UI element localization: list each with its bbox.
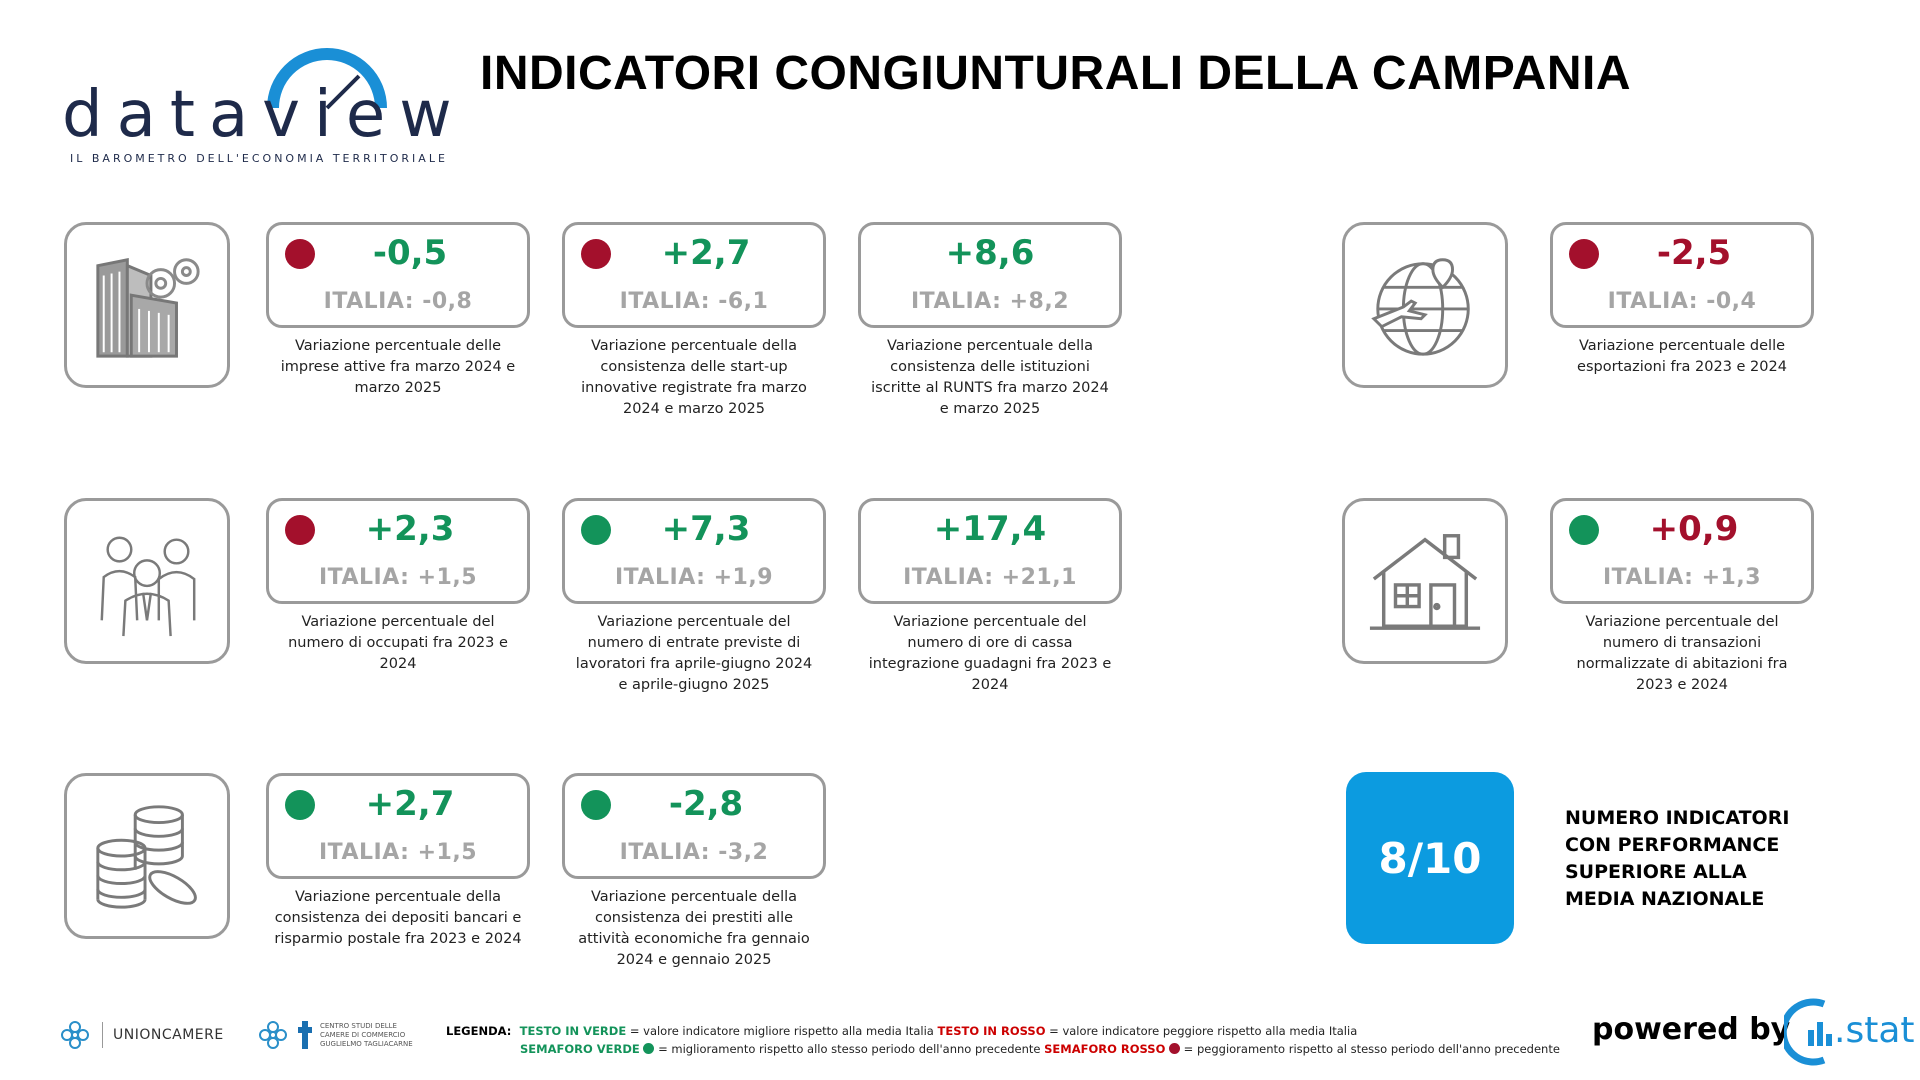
indicator-card-occupati: +2,3 ITALIA: +1,5 Variazione percentuale… [266, 498, 530, 675]
house-icon [1342, 498, 1508, 664]
legend-red-light: SEMAFORO ROSSO [1044, 1042, 1166, 1056]
legend: LEGENDA: TESTO IN VERDE = valore indicat… [446, 1022, 1576, 1058]
indicator-value: +7,3 [661, 509, 751, 549]
coins-stack-icon [64, 773, 230, 939]
legend-red-light-desc: = peggioramento rispetto al stesso perio… [1183, 1042, 1560, 1056]
indicator-card-imprese-attive: -0,5 ITALIA: -0,8 Variazione percentuale… [266, 222, 530, 399]
indicator-value: +8,6 [945, 233, 1035, 273]
cstat-c-icon [1779, 998, 1832, 1066]
score-label-line: CON PERFORMANCE [1565, 834, 1780, 856]
cstat-label: .stat [1834, 1010, 1915, 1051]
indicator-description: Variazione percentuale del numero di ent… [575, 614, 813, 693]
semaforo-red-dot [581, 239, 611, 269]
semaforo-green-dot [1569, 515, 1599, 545]
semaforo-green-dot [285, 790, 315, 820]
legend-green-light: SEMAFORO VERDE [520, 1042, 640, 1056]
indicator-card-entrate: +7,3 ITALIA: +1,9 Variazione percentuale… [562, 498, 826, 696]
indicator-value: -2,8 [668, 784, 744, 824]
buildings-gears-icon [64, 222, 230, 388]
indicator-card-runts: +8,6 ITALIA: +8,2 Variazione percentuale… [858, 222, 1122, 420]
gauge-arc-icon [267, 48, 387, 110]
page-title: INDICATORI CONGIUNTURALI DELLA CAMPANIA [480, 47, 1631, 100]
logo-tagline: IL BAROMETRO DELL'ECONOMIA TERRITORIALE [70, 152, 448, 165]
legend-head: LEGENDA: [446, 1024, 512, 1038]
globe-airplane-icon [1342, 222, 1508, 388]
indicator-value: +0,9 [1649, 509, 1739, 549]
indicator-card-transazioni: +0,9 ITALIA: +1,3 Variazione percentuale… [1550, 498, 1814, 696]
italia-value: ITALIA: +1,3 [1602, 565, 1761, 590]
indicator-value: +17,4 [933, 509, 1047, 549]
indicator-description: Variazione percentuale del numero di tra… [1576, 614, 1788, 693]
semaforo-red-dot [285, 515, 315, 545]
divider [102, 1022, 103, 1048]
indicator-description: Variazione percentuale della consistenza… [578, 889, 810, 968]
indicator-card-cassa-integrazione: +17,4 ITALIA: +21,1 Variazione percentua… [858, 498, 1122, 696]
legend-green-dot [643, 1043, 655, 1054]
indicator-value: -2,5 [1656, 233, 1732, 273]
italia-value: ITALIA: -0,4 [1607, 289, 1757, 314]
italia-value: ITALIA: +1,5 [318, 565, 477, 590]
logo-text: dataview [62, 78, 466, 152]
semaforo-green-dot [581, 790, 611, 820]
italia-value: ITALIA: -0,8 [323, 289, 473, 314]
tagliacarne-t-icon [298, 1021, 312, 1049]
indicator-description: Variazione percentuale delle esportazion… [1577, 338, 1787, 375]
unioncamere-flower-icon [259, 1021, 287, 1049]
cstat-logo: .stat [1779, 996, 1915, 1068]
indicator-card-prestiti: -2,8 ITALIA: -3,2 Variazione percentuale… [562, 773, 826, 971]
semaforo-red-dot [285, 239, 315, 269]
indicator-description: Variazione percentuale della consistenza… [274, 889, 522, 947]
semaforo-green-dot [581, 515, 611, 545]
indicator-description: Variazione percentuale della consistenza… [871, 338, 1109, 417]
legend-green-text-desc: = valore indicatore migliore rispetto al… [629, 1024, 934, 1038]
italia-value: ITALIA: +1,5 [318, 840, 477, 865]
indicator-card-esportazioni: -2,5 ITALIA: -0,4 Variazione percentuale… [1550, 222, 1814, 378]
people-group-icon [64, 498, 230, 664]
centro-studi-logo: CENTRO STUDI DELLE CAMERE DI COMMERCIO G… [256, 1018, 418, 1052]
italia-value: ITALIA: +1,9 [614, 565, 773, 590]
legend-red-text-desc: = valore indicatore peggiore rispetto al… [1049, 1024, 1358, 1038]
score-label-line: SUPERIORE ALLA [1565, 861, 1747, 883]
indicator-card-depositi: +2,7 ITALIA: +1,5 Variazione percentuale… [266, 773, 530, 950]
unioncamere-logo: UNIONCAMERE [58, 1018, 224, 1052]
italia-value: ITALIA: -6,1 [619, 289, 769, 314]
indicator-value: +2,3 [365, 509, 455, 549]
indicator-description: Variazione percentuale del numero di ore… [868, 614, 1112, 693]
italia-value: ITALIA: +8,2 [910, 289, 1069, 314]
italia-value: ITALIA: +21,1 [903, 565, 1077, 590]
semaforo-red-dot [1569, 239, 1599, 269]
indicator-value: +2,7 [661, 233, 751, 273]
score-label-line: MEDIA NAZIONALE [1565, 888, 1765, 910]
legend-red-text: TESTO IN ROSSO [937, 1024, 1046, 1038]
indicator-value: -0,5 [372, 233, 448, 273]
legend-green-light-desc: = miglioramento rispetto allo stesso per… [658, 1042, 1041, 1056]
indicator-description: Variazione percentuale del numero di occ… [288, 614, 508, 672]
legend-green-text: TESTO IN VERDE [519, 1024, 627, 1038]
powered-by-label: powered by [1592, 1012, 1791, 1047]
score-label: NUMERO INDICATORI CON PERFORMANCE SUPERI… [1565, 805, 1805, 913]
centro-studi-label: CENTRO STUDI DELLE CAMERE DI COMMERCIO G… [320, 1021, 413, 1048]
indicator-card-startup: +2,7 ITALIA: -6,1 Variazione percentuale… [562, 222, 826, 420]
indicator-value: +2,7 [365, 784, 455, 824]
unioncamere-flower-icon [61, 1021, 89, 1049]
indicator-description: Variazione percentuale della consistenza… [581, 338, 807, 417]
legend-red-dot [1169, 1043, 1181, 1054]
score-badge: 8/10 [1346, 772, 1514, 944]
indicator-description: Variazione percentuale delle imprese att… [280, 338, 516, 396]
dataview-logo: dataview IL BAROMETRO DELL'ECONOMIA TERR… [62, 40, 452, 170]
italia-value: ITALIA: -3,2 [619, 840, 769, 865]
unioncamere-label: UNIONCAMERE [113, 1027, 224, 1043]
score-label-line: NUMERO INDICATORI [1565, 807, 1790, 829]
